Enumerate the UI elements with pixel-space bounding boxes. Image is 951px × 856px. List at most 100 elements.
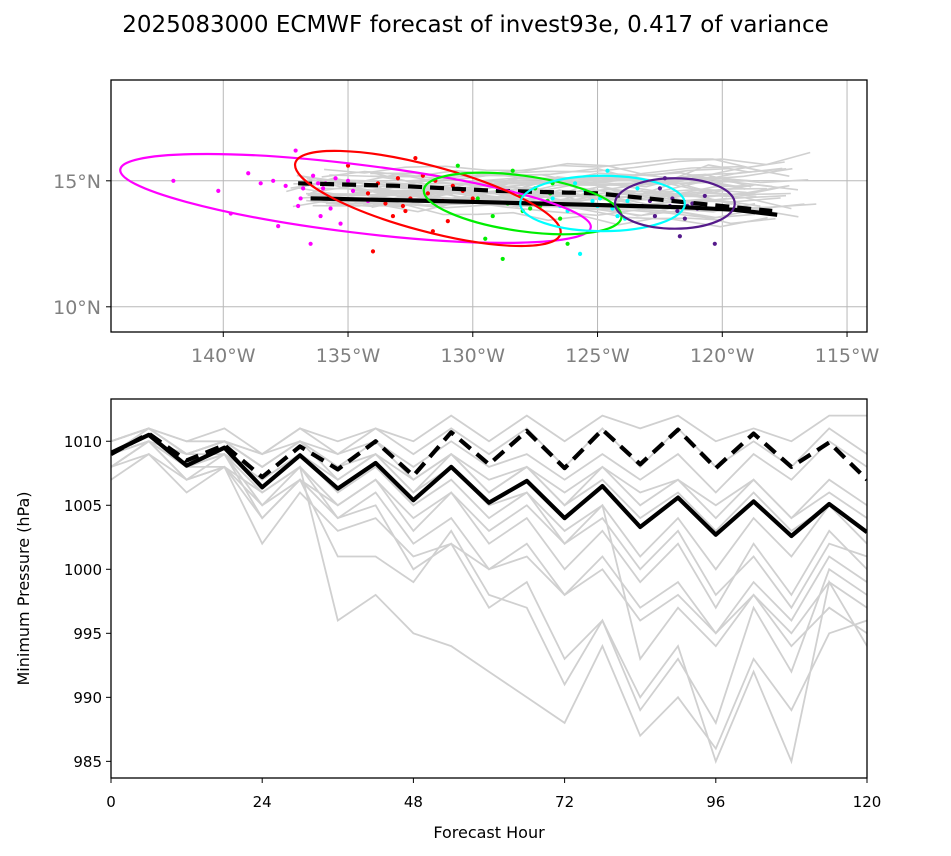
pressure-x-tick-label: 72 xyxy=(555,793,574,811)
pressure-y-tick-label: 1000 xyxy=(64,561,102,579)
ensemble-track xyxy=(316,161,785,185)
ensemble-position-dot xyxy=(558,216,563,221)
ensemble-track xyxy=(372,203,724,226)
mean-pressure-solid xyxy=(111,432,867,539)
ensemble-position-dot xyxy=(293,148,298,153)
ensemble-position-dot xyxy=(572,181,578,186)
ensemble-position-dot xyxy=(712,241,717,246)
map-x-tick-label: 130°W xyxy=(441,345,506,367)
ensemble-position-dot xyxy=(702,193,707,199)
ensemble-position-dot xyxy=(565,241,570,246)
uncertainty-ellipse xyxy=(519,174,686,233)
mean-track-solid xyxy=(310,196,778,217)
track-map-ticks: 140°W 135°W 130°W 125°W 120°W 115°W 10°N 15°N xyxy=(53,171,879,367)
ensemble-position-dot xyxy=(258,181,263,186)
pressure-y-tick-label: 985 xyxy=(73,753,102,771)
pressure-x-tick-label: 24 xyxy=(253,793,272,811)
ensemble-position-dot xyxy=(271,178,276,183)
ensemble-position-dot xyxy=(383,201,388,206)
map-x-tick-label: 115°W xyxy=(815,345,880,367)
ensemble-position-dot xyxy=(345,163,351,168)
track-map-plot xyxy=(119,148,817,262)
ensemble-position-dot xyxy=(296,203,301,209)
ensemble-position-dot xyxy=(625,198,630,204)
ensemble-position-dot xyxy=(677,234,682,239)
ensemble-pressure-line xyxy=(111,427,867,533)
ensemble-position-dot xyxy=(333,176,338,181)
ensemble-position-dot xyxy=(403,208,408,214)
pressure-y-tick-label: 1010 xyxy=(64,433,102,451)
pressure-ticks: 0 24 48 72 96 120 985 990 995 1000 1005 1010 xyxy=(64,433,882,811)
ensemble-position-dot xyxy=(370,249,376,254)
ensemble-pressure-line xyxy=(111,440,867,648)
ensemble-position-dot xyxy=(365,191,371,196)
ensemble-pressure-line xyxy=(111,427,867,469)
uncertainty-ellipse xyxy=(119,152,592,244)
ensemble-position-dot xyxy=(318,213,323,219)
ensemble-position-dot xyxy=(682,216,687,221)
track-map-frame xyxy=(110,79,868,333)
ensemble-position-dot xyxy=(615,213,620,219)
ensemble-position-dot xyxy=(635,186,640,191)
ensemble-position-dot xyxy=(475,196,480,201)
map-y-tick-label: 15°N xyxy=(53,171,101,193)
ensemble-position-dot xyxy=(390,213,396,219)
ensemble-pressure-line xyxy=(111,440,867,765)
ensemble-position-dot xyxy=(308,241,313,246)
mean-pressure-dashed xyxy=(111,427,867,482)
map-x-tick-label: 135°W xyxy=(316,345,381,367)
ensemble-position-dot xyxy=(395,176,401,181)
ensemble-position-dot xyxy=(550,196,555,201)
ensemble-position-dot xyxy=(171,178,176,183)
ensemble-position-dot xyxy=(470,196,475,201)
ensemble-position-dot xyxy=(328,206,333,211)
pressure-y-tick-label: 995 xyxy=(73,625,102,643)
ensemble-position-dot xyxy=(320,186,326,191)
ensemble-position-dot xyxy=(350,188,356,193)
chart-title: 2025083000 ECMWF forecast of invest93e, … xyxy=(122,12,829,38)
pressure-x-tick-label: 96 xyxy=(706,793,725,811)
map-y-tick-label: 10°N xyxy=(53,297,101,319)
ensemble-position-dot xyxy=(338,221,343,226)
ensemble-position-dot xyxy=(310,173,316,178)
pressure-frame xyxy=(110,398,868,779)
map-x-tick-label: 120°W xyxy=(690,345,755,367)
ensemble-position-dot xyxy=(652,213,658,219)
ensemble-position-dot xyxy=(283,183,288,188)
pressure-x-tick-label: 120 xyxy=(853,793,882,811)
pressure-y-tick-label: 1005 xyxy=(64,497,102,515)
pressure-x-tick-label: 0 xyxy=(106,793,116,811)
ensemble-position-dot xyxy=(315,181,321,186)
uncertainty-ellipse xyxy=(422,171,623,236)
y-axis-label: Minimum Pressure (hPa) xyxy=(14,492,33,686)
ensemble-position-dot xyxy=(301,186,306,191)
ensemble-position-dot xyxy=(500,256,505,262)
ensemble-position-dot xyxy=(590,198,595,204)
x-axis-label: Forecast Hour xyxy=(433,823,545,842)
mean-track-dashed xyxy=(298,181,773,214)
ensemble-position-dot xyxy=(577,251,583,256)
ensemble-position-dot xyxy=(216,188,221,193)
ensemble-position-dot xyxy=(445,219,450,224)
ensemble-position-dot xyxy=(657,186,663,191)
ensemble-pressure-line xyxy=(111,440,867,726)
ensemble-position-dot xyxy=(675,208,680,214)
ensemble-pressure-line xyxy=(111,440,867,751)
ensemble-track xyxy=(329,167,783,203)
ensemble-pressure-line xyxy=(111,440,867,610)
ensemble-position-dot xyxy=(528,206,533,211)
ensemble-position-dot xyxy=(345,178,351,183)
ensemble-position-dot xyxy=(425,191,430,196)
map-x-tick-label: 125°W xyxy=(565,345,630,367)
ensemble-position-dot xyxy=(483,236,488,241)
ensemble-pressure-line xyxy=(111,427,867,494)
ensemble-position-dot xyxy=(400,203,406,209)
ensemble-position-dot xyxy=(246,171,251,176)
ensemble-track xyxy=(371,179,748,209)
ensemble-position-dot xyxy=(276,224,281,229)
ensemble-position-dot xyxy=(413,156,418,161)
pressure-plot xyxy=(111,414,867,765)
ensemble-position-dot xyxy=(455,163,460,168)
ensemble-position-dot xyxy=(510,168,515,173)
